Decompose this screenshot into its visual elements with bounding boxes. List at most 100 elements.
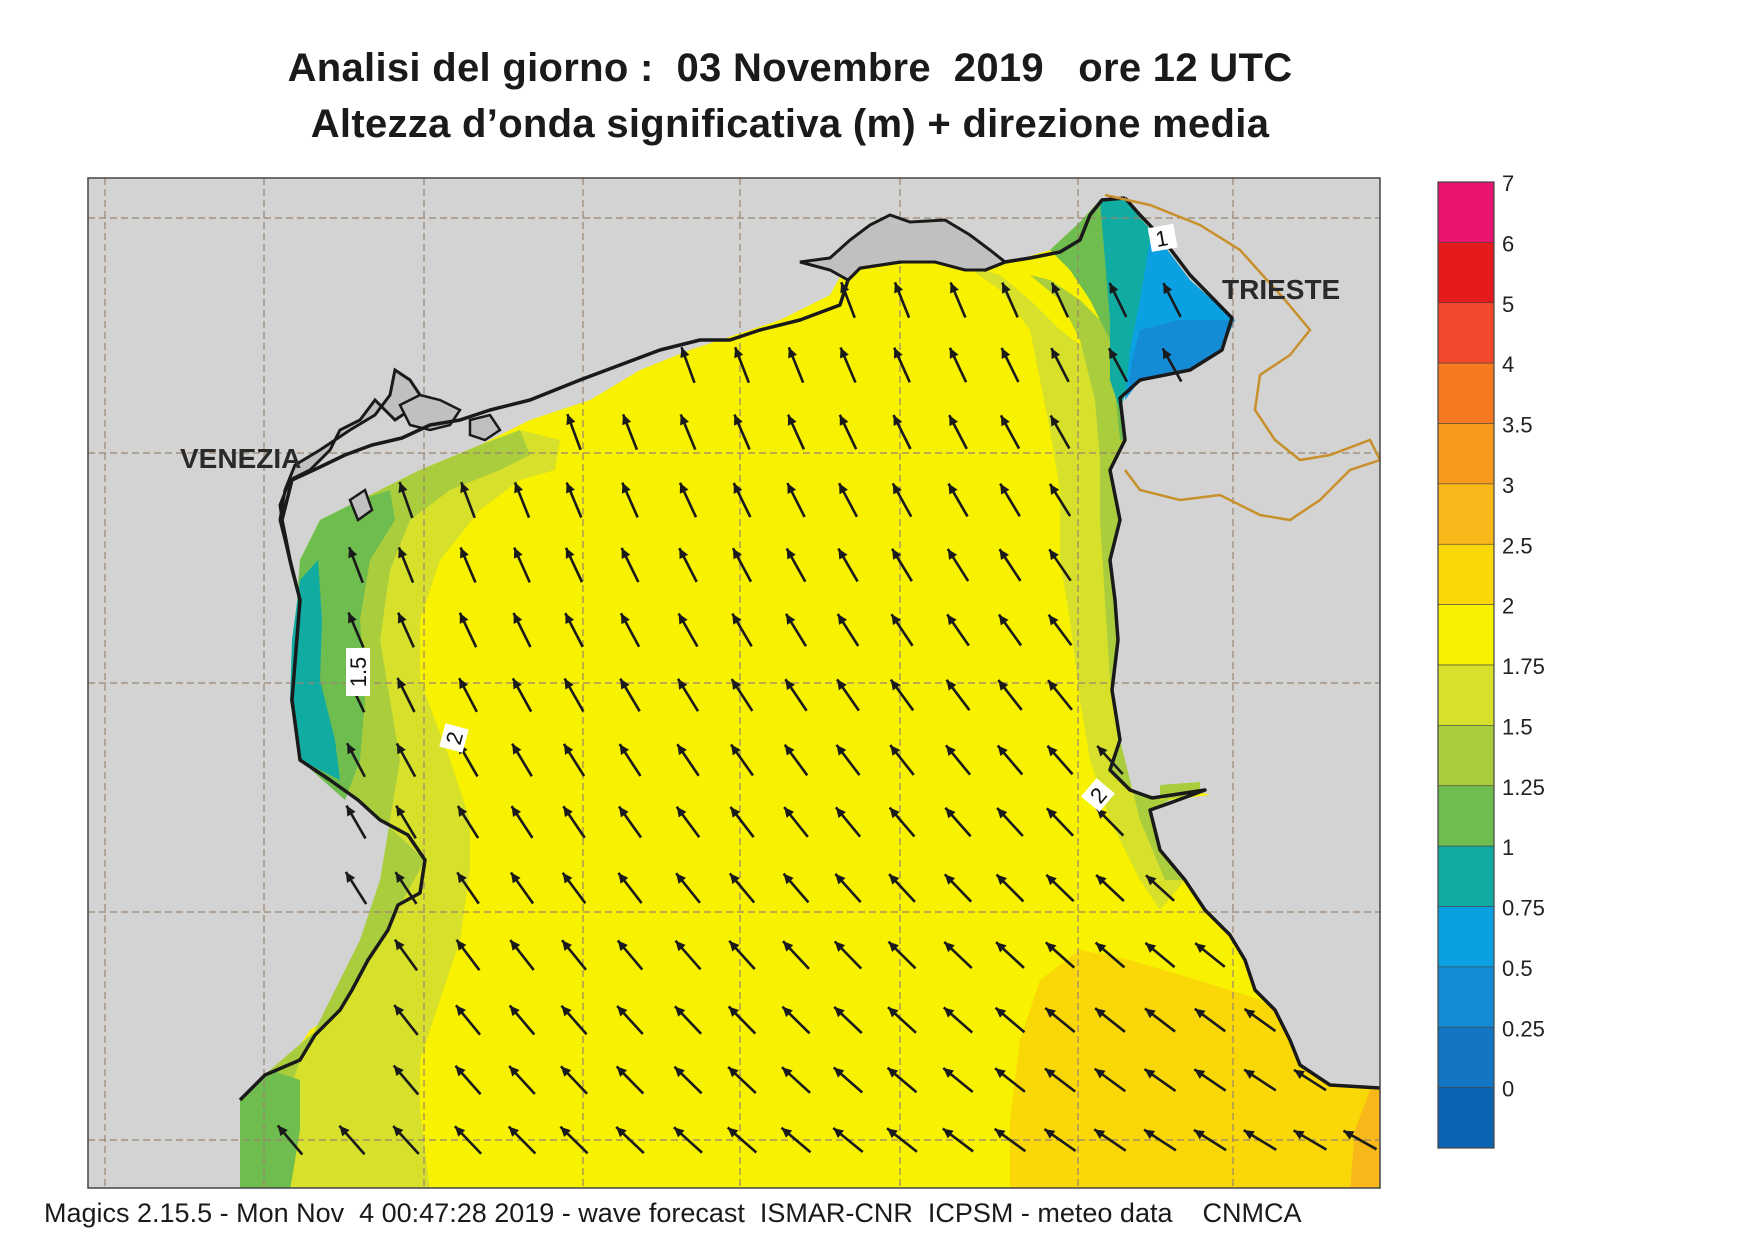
wave-direction-arrow — [561, 871, 587, 905]
legend-level-label: 5 — [1502, 292, 1514, 317]
legend-swatch — [1437, 906, 1495, 968]
wave-direction-arrow — [510, 805, 534, 839]
legend-level-label: 2.5 — [1502, 533, 1533, 558]
legend-swatch — [1437, 966, 1495, 1028]
wave-direction-arrow — [727, 1066, 757, 1094]
legend-level-label: 3 — [1502, 473, 1514, 498]
title-line-2: Altezza d’onda significativa (m) + direz… — [310, 102, 1270, 146]
wave-direction-arrow — [276, 1124, 304, 1156]
wave-direction-arrow — [783, 743, 809, 777]
wave-direction-arrow — [615, 1065, 645, 1095]
wave-direction-arrow — [1050, 282, 1070, 318]
legend-level-label: 1.75 — [1502, 654, 1545, 679]
wave-direction-arrow — [892, 414, 912, 450]
wave-direction-arrow — [997, 679, 1023, 711]
wave-direction-arrow — [946, 613, 970, 647]
grado-lagoon — [799, 213, 1008, 282]
wave-direction-arrow — [1094, 1007, 1126, 1033]
wave-direction-arrow — [619, 612, 641, 648]
band-1-west — [290, 560, 340, 780]
contour-label: 2 — [439, 723, 469, 753]
wave-direction-arrow — [348, 546, 364, 584]
wave-direction-arrow — [1048, 483, 1072, 517]
wave-direction-arrow — [728, 872, 756, 904]
wave-direction-arrow — [886, 1127, 918, 1153]
wave-direction-arrow — [832, 1066, 864, 1094]
contour-labels: 1 1.5 2 2 — [346, 223, 1178, 812]
wave-direction-arrow — [786, 482, 806, 518]
wave-direction-arrow — [993, 1127, 1027, 1153]
wave-direction-arrow — [1094, 941, 1126, 969]
wave-direction-arrow — [1143, 1128, 1177, 1152]
wave-direction-arrow — [562, 743, 586, 777]
wave-direction-arrow — [678, 547, 698, 583]
wave-direction-arrow — [454, 1064, 482, 1096]
legend-swatch — [1437, 785, 1495, 847]
wave-direction-arrow — [784, 678, 808, 712]
wave-direction-arrow — [1144, 941, 1176, 969]
wave-direction-arrow — [782, 940, 810, 970]
legend-level-label: 0.25 — [1502, 1016, 1545, 1041]
wave-direction-arrow — [677, 612, 699, 648]
wave-direction-arrow — [730, 678, 754, 712]
wave-direction-arrow — [393, 938, 419, 972]
wave-direction-arrow — [617, 872, 643, 904]
wave-direction-arrow — [836, 678, 860, 712]
legend-swatch — [1437, 543, 1495, 605]
legend-level-label: 0 — [1502, 1077, 1514, 1102]
legend-swatch — [1437, 845, 1495, 907]
wave-direction-arrow — [1162, 282, 1182, 318]
wave-direction-arrow — [888, 873, 916, 903]
wave-direction-arrow — [511, 677, 533, 713]
legend-swatch — [1437, 1087, 1495, 1149]
wave-direction-arrow — [398, 481, 414, 519]
wave-direction-arrow — [396, 677, 416, 713]
wave-direction-arrow — [1044, 1067, 1076, 1093]
wave-direction-arrow — [675, 805, 701, 839]
wave-direction-arrow — [509, 939, 535, 971]
place-label-trieste: TRIESTE — [1222, 274, 1340, 305]
wave-direction-arrow — [392, 1125, 420, 1155]
legend-swatch — [1437, 362, 1495, 424]
wave-direction-arrow — [998, 548, 1022, 582]
wave-direction-arrow — [887, 1006, 917, 1034]
wave-direction-arrow — [344, 871, 368, 905]
wave-direction-arrow — [837, 482, 859, 518]
wave-direction-arrow — [1161, 347, 1183, 383]
wave-direction-arrow — [891, 548, 913, 582]
wave-direction-arrow — [616, 1005, 644, 1035]
wave-direction-arrow — [890, 613, 914, 647]
wave-direction-arrow — [784, 613, 808, 647]
wave-direction-arrow — [996, 744, 1024, 776]
wave-direction-arrow — [455, 939, 481, 971]
wave-direction-arrow — [621, 482, 639, 518]
wave-direction-arrow — [1342, 1129, 1378, 1151]
wave-direction-arrow — [1047, 613, 1073, 647]
legend-level-label: 7 — [1502, 171, 1514, 196]
wave-direction-arrow — [840, 281, 856, 319]
wave-direction-arrow — [617, 805, 643, 839]
wave-direction-arrow — [727, 1005, 757, 1035]
title-line-1: Analisi del giorno : 03 Novembre 2019 or… — [287, 46, 1293, 90]
wave-direction-arrow — [1044, 941, 1076, 969]
wave-direction-arrow — [392, 1064, 420, 1096]
wave-direction-arrow — [566, 413, 582, 451]
wave-direction-arrow — [999, 414, 1021, 450]
legend-swatch — [1437, 1026, 1495, 1088]
wave-direction-arrow — [1107, 347, 1129, 383]
wave-direction-arrow — [678, 482, 698, 518]
wave-direction-arrow — [786, 414, 806, 450]
wave-direction-arrow — [345, 804, 367, 840]
wave-direction-arrow — [996, 807, 1024, 837]
wave-direction-arrow — [1193, 1128, 1227, 1152]
wave-direction-arrow — [673, 1005, 703, 1035]
wave-direction-arrow — [559, 1065, 589, 1095]
wave-direction-arrow — [459, 547, 477, 583]
wave-direction-arrow — [393, 1004, 419, 1036]
wave-direction-arrow — [1293, 1068, 1327, 1092]
wave-direction-arrow — [945, 679, 971, 711]
wave-direction-arrow — [1243, 1007, 1277, 1033]
wave-direction-arrow — [782, 872, 810, 904]
legend-swatch — [1437, 725, 1495, 787]
legend-level-label: 1.5 — [1502, 714, 1533, 739]
